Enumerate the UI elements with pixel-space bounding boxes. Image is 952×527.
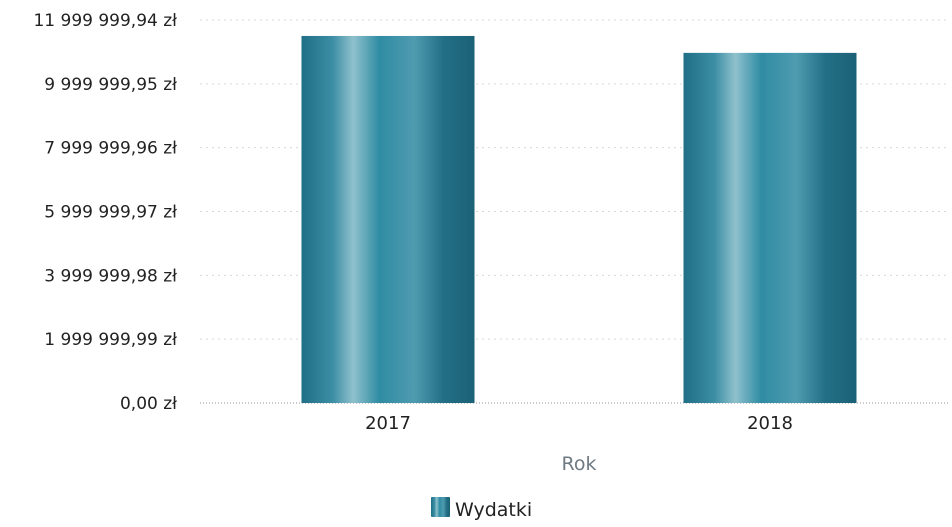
- y-tick-label: 9 999 999,95 zł: [44, 75, 177, 95]
- legend-swatch-wydatki: [431, 497, 450, 517]
- x-tick-label-2017: 2017: [365, 413, 411, 434]
- bars: [301, 35, 857, 403]
- y-tick-label: 7 999 999,96 zł: [44, 139, 177, 159]
- y-tick-label: 1 999 999,99 zł: [44, 330, 177, 350]
- y-tick-label: 5 999 999,97 zł: [44, 203, 177, 223]
- y-tick-label: 11 999 999,94 zł: [33, 11, 177, 31]
- x-axis: 2017 2018: [365, 413, 793, 434]
- bar-2018[interactable]: [683, 52, 857, 403]
- x-axis-title: Rok: [562, 453, 597, 475]
- legend-label-wydatki[interactable]: Wydatki: [455, 499, 532, 521]
- y-tick-label: 0,00 zł: [120, 394, 177, 414]
- legend[interactable]: Wydatki: [431, 497, 532, 521]
- bar-2017[interactable]: [301, 35, 475, 403]
- x-tick-label-2018: 2018: [747, 413, 793, 434]
- y-tick-label: 3 999 999,98 zł: [44, 266, 177, 286]
- y-axis: 0,00 zł 1 999 999,99 zł 3 999 999,98 zł 5 9…: [33, 11, 177, 414]
